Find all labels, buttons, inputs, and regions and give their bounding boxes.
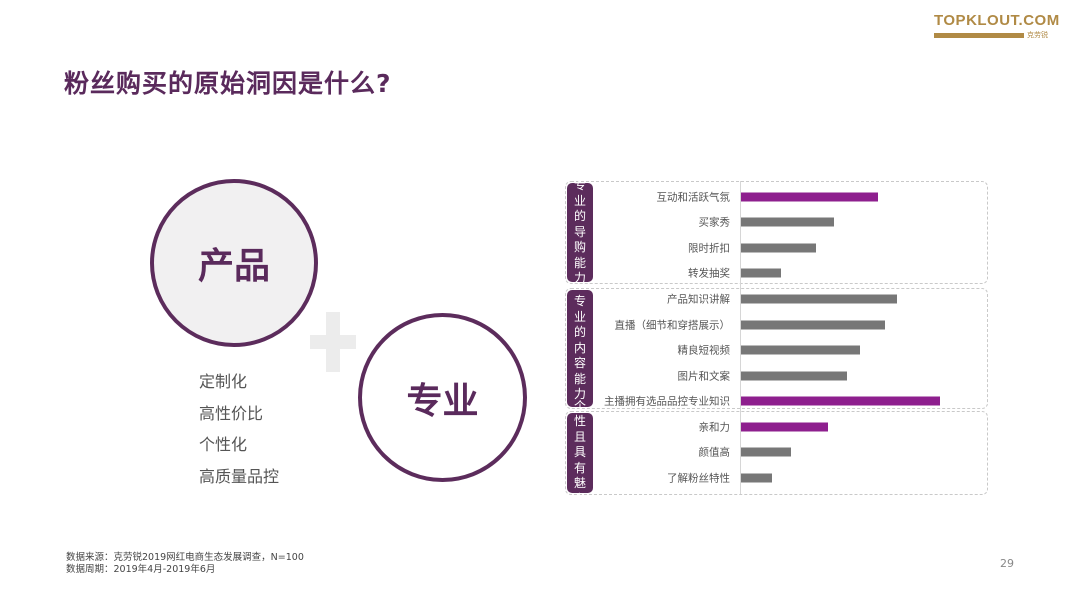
logo-text: TOPKLOUT.COM <box>934 12 1060 29</box>
product-feature: 个性化 <box>199 435 248 454</box>
bar <box>741 217 834 227</box>
bar <box>741 396 940 406</box>
plus-icon-bar <box>310 335 356 349</box>
bar <box>741 371 847 381</box>
chart-group-box <box>565 181 988 284</box>
category-label: 转发抽奖 <box>688 267 730 280</box>
category-label: 买家秀 <box>698 216 731 229</box>
brand-logo: TOPKLOUT.COM 克劳锐 <box>934 12 1060 40</box>
category-label: 精良短视频 <box>677 344 731 357</box>
data-source: 数据来源：克劳锐2019网红电商生态发展调查，N=100 <box>66 552 304 563</box>
bar <box>741 473 772 483</box>
professional-circle: 专业 <box>358 313 527 482</box>
bar <box>741 243 816 253</box>
bar <box>741 268 781 278</box>
bar <box>741 294 897 304</box>
chart-axis-line <box>740 181 741 494</box>
product-feature: 定制化 <box>199 372 248 391</box>
chart-group-label: 专业的内容能力 <box>567 290 593 407</box>
chart-group-label: 专业的导购能力 <box>567 178 593 285</box>
bar <box>741 422 828 432</box>
category-label: 了解粉丝特性 <box>667 472 730 485</box>
category-label: 主播拥有选品品控专业知识 <box>604 395 730 408</box>
footnote: 数据来源：克劳锐2019网红电商生态发展调查，N=100 数据周期：2019年4… <box>66 552 304 576</box>
chart-group-label: 个性且具有魅力 <box>567 399 593 506</box>
category-label: 颜值高 <box>698 446 731 459</box>
category-label: 产品知识讲解 <box>667 293 730 306</box>
bar <box>741 447 791 457</box>
category-label: 图片和文案 <box>677 370 731 383</box>
category-label: 亲和力 <box>698 421 731 434</box>
page-number: 29 <box>1000 557 1014 570</box>
product-feature: 高质量品控 <box>199 467 280 486</box>
professional-circle-label: 专业 <box>406 380 479 422</box>
category-label: 直播（细节和穿搭展示） <box>614 319 731 332</box>
chart-group-box <box>565 411 988 495</box>
bar <box>741 192 878 202</box>
product-feature: 高性价比 <box>199 404 264 423</box>
product-circle-label: 产品 <box>197 246 270 287</box>
bar <box>741 345 860 355</box>
logo-bar <box>934 32 1024 38</box>
category-label: 互动和活跃气氛 <box>656 191 731 204</box>
product-circle: 产品 <box>150 179 318 347</box>
logo-subtext: 克劳锐 <box>1027 31 1048 39</box>
data-period: 数据周期：2019年4月-2019年6月 <box>66 564 216 575</box>
page-title: 粉丝购买的原始洞因是什么? <box>64 69 392 98</box>
category-label: 限时折扣 <box>688 242 730 255</box>
chart-group-box <box>565 288 988 409</box>
bar <box>741 320 885 330</box>
